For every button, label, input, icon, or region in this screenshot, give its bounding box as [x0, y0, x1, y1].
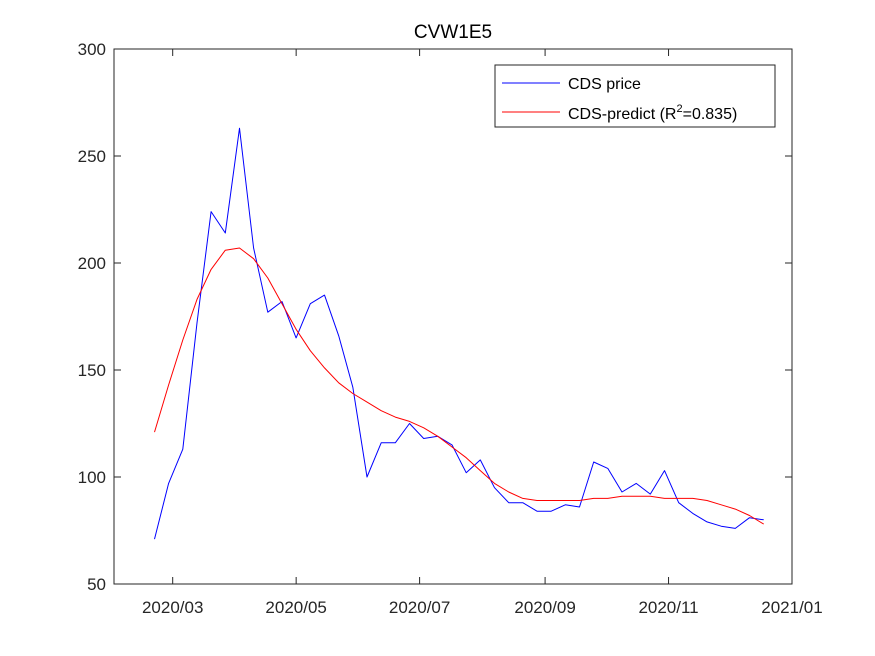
y-tick-label: 250	[78, 147, 106, 166]
x-tick-label: 2021/01	[761, 598, 822, 617]
legend-box	[494, 64, 776, 128]
plot-area	[113, 48, 793, 585]
legend-label-cds-predict-rest: =0.835)	[683, 106, 738, 123]
x-tick-label: 2020/07	[389, 598, 450, 617]
series-line-cds-predict	[154, 247, 764, 525]
y-tick-label: 200	[78, 254, 106, 273]
x-tick-label: 2020/03	[142, 598, 203, 617]
x-tick-label: 2020/09	[514, 598, 575, 617]
y-axis-ticks: 50 100 150 200 250 300	[78, 40, 792, 594]
legend-label-cds-predict: CDS-predict (R2=0.835)	[568, 103, 737, 123]
legend: CDS price CDS-predict (R2=0.835)	[494, 64, 776, 128]
y-tick-label: 300	[78, 40, 106, 59]
legend-label-cds-price: CDS price	[568, 76, 641, 93]
chart-title: CVW1E5	[414, 22, 492, 43]
y-tick-label: 150	[78, 361, 106, 380]
legend-label-cds-predict-main: CDS-predict (R	[568, 106, 676, 123]
y-tick-label: 100	[78, 468, 106, 487]
y-tick-label: 50	[87, 575, 106, 594]
x-axis-ticks: 2020/03 2020/05 2020/07 2020/09 2020/11 2021/…	[142, 49, 823, 617]
legend-label-cds-predict-sup: 2	[676, 103, 682, 115]
series-layer	[154, 127, 764, 540]
x-tick-label: 2020/05	[265, 598, 326, 617]
x-tick-label: 2020/11	[638, 598, 698, 617]
series-line-cds-price	[154, 127, 764, 540]
